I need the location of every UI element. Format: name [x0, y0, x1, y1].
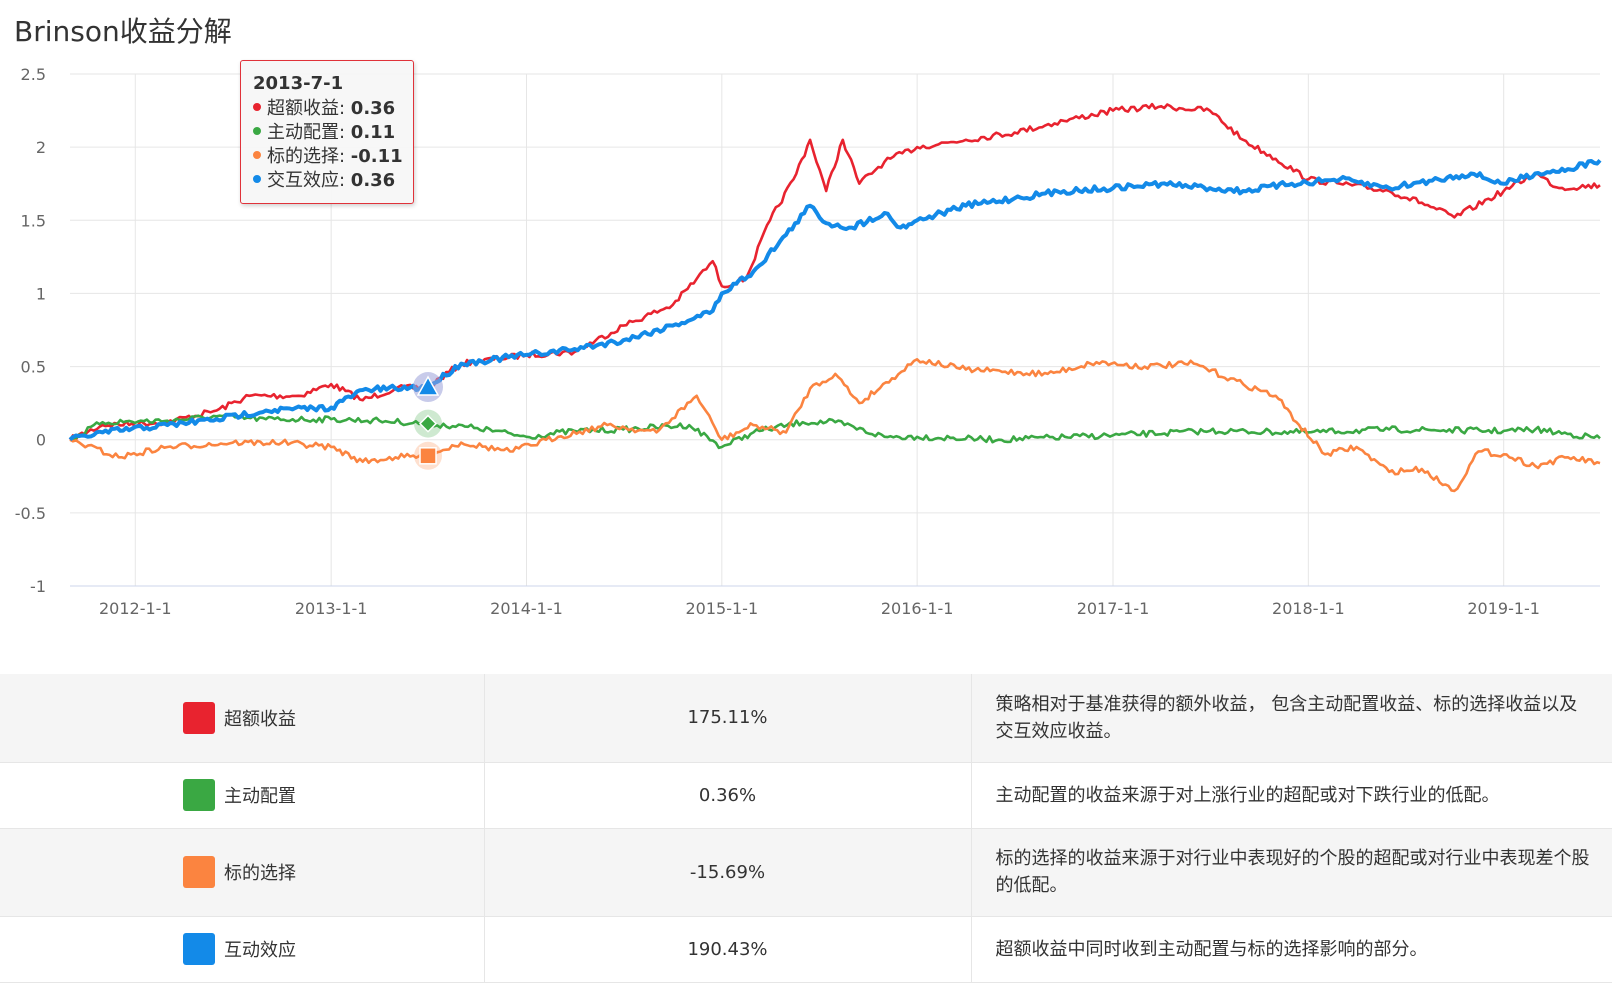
- legend-name: 互动效应: [224, 940, 296, 961]
- tooltip-row: 超额收益: 0.36: [253, 97, 413, 121]
- tooltip-series-value: 0.11: [350, 122, 396, 143]
- chart-title: Brinson收益分解: [14, 15, 232, 48]
- tooltip-series-name: 标的选择: [267, 146, 339, 167]
- legend-description: 标的选择的收益来源于对行业中表现好的个股的超配或对行业中表现差个股的低配。: [971, 828, 1612, 917]
- y-tick-label: 1.5: [21, 211, 46, 230]
- tooltip-row: 标的选择: -0.11: [253, 145, 413, 169]
- series-line: [68, 102, 1601, 441]
- series-line: [69, 413, 1601, 450]
- tooltip-series-name: 交互效应: [267, 170, 339, 191]
- tooltip-series-value: 0.36: [350, 170, 396, 191]
- legend-cell: 互动效应: [0, 916, 485, 983]
- y-tick-label: 0: [36, 431, 46, 450]
- tooltip-row: 交互效应: 0.36: [253, 169, 413, 193]
- legend-table: 超额收益 175.11% 策略相对于基准获得的额外收益， 包含主动配置收益、标的…: [0, 674, 1612, 983]
- series-dot-icon: [253, 127, 261, 135]
- color-swatch-icon: [183, 933, 215, 965]
- table-row: 主动配置 0.36% 主动配置的收益来源于对上涨行业的超配或对下跌行业的低配。: [0, 762, 1612, 829]
- chart-tooltip: 2013-7-1 超额收益: 0.36 主动配置: 0.11 标的选择: -0.…: [240, 60, 414, 204]
- legend-value: -15.69%: [484, 828, 972, 917]
- x-tick-label: 2017-1-1: [1077, 599, 1150, 618]
- y-tick-label: -1: [30, 577, 46, 596]
- legend-cell: 标的选择: [0, 828, 485, 917]
- x-tick-label: 2014-1-1: [490, 599, 563, 618]
- y-tick-label: 1: [36, 284, 46, 303]
- legend-description: 主动配置的收益来源于对上涨行业的超配或对下跌行业的低配。: [971, 762, 1612, 829]
- tooltip-series-name: 主动配置: [267, 122, 339, 143]
- table-row: 超额收益 175.11% 策略相对于基准获得的额外收益， 包含主动配置收益、标的…: [0, 674, 1612, 763]
- legend-cell: 超额收益: [0, 674, 485, 763]
- tooltip-series-name: 超额收益: [267, 98, 339, 119]
- y-tick-label: 0.5: [21, 358, 46, 377]
- legend-name: 标的选择: [224, 863, 296, 884]
- y-tick-label: 2: [36, 138, 46, 157]
- tooltip-series-value: -0.11: [350, 146, 403, 167]
- tooltip-series-value: 0.36: [350, 98, 396, 119]
- y-tick-label: -0.5: [15, 504, 46, 523]
- legend-value: 0.36%: [484, 762, 972, 829]
- series-line: [68, 158, 1602, 442]
- y-tick-label: 2.5: [21, 65, 46, 84]
- line-chart[interactable]: 2.5 2 1.5 1 0.5 0 -0.5 -1 2012-1-1 2013-1-1 2014-1…: [0, 50, 1612, 630]
- color-swatch-icon: [183, 701, 215, 734]
- tooltip-row: 主动配置: 0.11: [253, 121, 413, 145]
- table-row: 标的选择 -15.69% 标的选择的收益来源于对行业中表现好的个股的超配或对行业…: [0, 828, 1612, 917]
- hover-marker-diamond: [418, 414, 438, 433]
- series-dot-icon: [253, 151, 261, 159]
- x-tick-label: 2015-1-1: [686, 599, 759, 618]
- x-tick-label: 2019-1-1: [1467, 599, 1540, 618]
- legend-name: 超额收益: [224, 708, 296, 730]
- color-swatch-icon: [183, 856, 215, 888]
- legend-value: 175.11%: [484, 674, 972, 763]
- legend-description: 超额收益中同时收到主动配置与标的选择影响的部分。: [971, 916, 1612, 983]
- legend-name: 主动配置: [224, 786, 296, 807]
- series-dot-icon: [253, 103, 261, 111]
- series-dot-icon: [253, 175, 261, 183]
- legend-value: 190.43%: [484, 916, 972, 983]
- x-tick-label: 2013-1-1: [295, 599, 368, 618]
- hover-marker-triangle: [416, 375, 440, 396]
- x-tick-label: 2012-1-1: [99, 599, 172, 618]
- x-tick-label: 2016-1-1: [881, 599, 954, 618]
- color-swatch-icon: [183, 779, 215, 811]
- series-line: [69, 358, 1601, 493]
- hover-marker-square: [419, 447, 437, 465]
- legend-cell: 主动配置: [0, 762, 485, 829]
- tooltip-date: 2013-7-1: [253, 73, 344, 94]
- table-row: 互动效应 190.43% 超额收益中同时收到主动配置与标的选择影响的部分。: [0, 916, 1612, 983]
- legend-description: 策略相对于基准获得的额外收益， 包含主动配置收益、标的选择收益以及交互效应收益。: [971, 674, 1612, 763]
- x-tick-label: 2018-1-1: [1272, 599, 1345, 618]
